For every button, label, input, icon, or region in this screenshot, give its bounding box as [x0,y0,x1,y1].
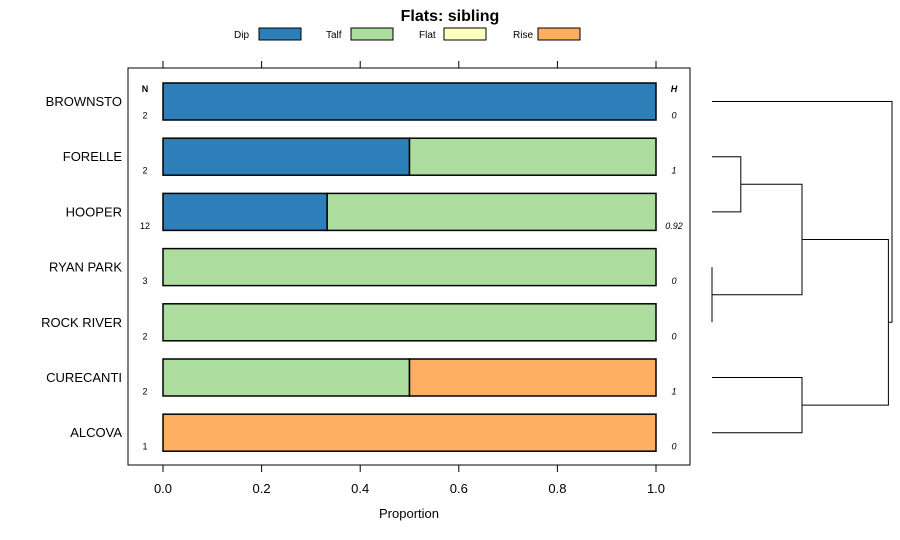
x-tick-label: 1.0 [647,481,665,496]
legend-label-rise: Rise [513,30,533,41]
h-value: 1 [671,387,676,397]
bar-segment-dip [162,82,657,121]
legend-label-flat: Flat [419,30,436,41]
h-value: 0 [671,276,676,286]
row-rock-river: ROCK RIVER 2 0 [41,303,677,342]
row-forelle: FORELLE 2 1 [63,137,677,176]
legend-swatch-rise [537,27,581,41]
dendrogram-branch [712,377,803,434]
bar-segment-rise [408,358,657,397]
row-label: FORELLE [63,149,123,164]
bar-segment-talf [326,192,657,232]
x-tick-label: 0.2 [253,481,271,496]
x-tick-label: 0.0 [154,481,172,496]
bar-segment-dip [162,137,411,176]
h-value: 0 [671,331,676,341]
row-brownsto: BROWNSTO 2 0 [46,82,677,121]
bar-segment-talf [162,247,657,287]
dendrogram-branch [712,156,742,213]
row-hooper: HOOPER 12 0.92 [66,192,683,232]
n-value: 2 [142,111,147,121]
row-label: CURECANTI [46,370,122,385]
row-ryan-park: RYAN PARK 3 0 [49,247,677,287]
n-value: 3 [142,276,147,286]
n-value: 2 [142,166,147,176]
n-value: 12 [140,221,150,231]
n-value: 1 [142,442,147,452]
legend-label-talf: Talf [326,30,342,41]
row-label: ROCK RIVER [41,315,122,330]
h-value: 1 [671,166,676,176]
legend-swatch-talf [350,27,394,41]
n-value: 2 [142,331,147,341]
h-value: 0 [671,442,676,452]
row-curecanti: CURECANTI 2 1 [46,358,677,397]
bar-segment-talf [408,137,657,176]
h-value: 0 [671,111,676,121]
dendrogram [711,101,893,434]
row-label: RYAN PARK [49,260,122,275]
row-label: ALCOVA [70,425,122,440]
x-axis: 0.0 0.2 0.4 0.6 0.8 1.0 [154,465,665,496]
top-axis-ticks [162,61,657,68]
x-tick-label: 0.6 [450,481,468,496]
legend-swatch-dip [258,27,302,41]
chart-title: Flats: sibling [401,8,500,25]
n-header: N [142,84,149,94]
dendrogram-branch [802,239,889,406]
dendrogram-branch [712,101,893,323]
h-value: 0.92 [665,221,683,231]
n-value: 2 [142,387,147,397]
legend-label-dip: Dip [234,30,249,41]
x-tick-label: 0.4 [351,481,369,496]
h-header: H [671,84,678,94]
x-tick-label: 0.8 [548,481,566,496]
x-axis-title: Proportion [379,506,439,521]
bar-segment-talf [162,358,411,397]
row-label: BROWNSTO [46,94,122,109]
bar-segment-dip [162,192,328,232]
row-label: HOOPER [66,204,122,219]
bar-segment-talf [162,303,657,342]
legend-swatch-flat [443,27,487,41]
legend: Dip Talf Flat Rise [234,27,581,41]
plot-frame [127,67,691,466]
bar-segment-rise [162,413,657,452]
dendrogram-branch [712,183,803,296]
row-alcova: ALCOVA 1 0 [70,413,677,452]
